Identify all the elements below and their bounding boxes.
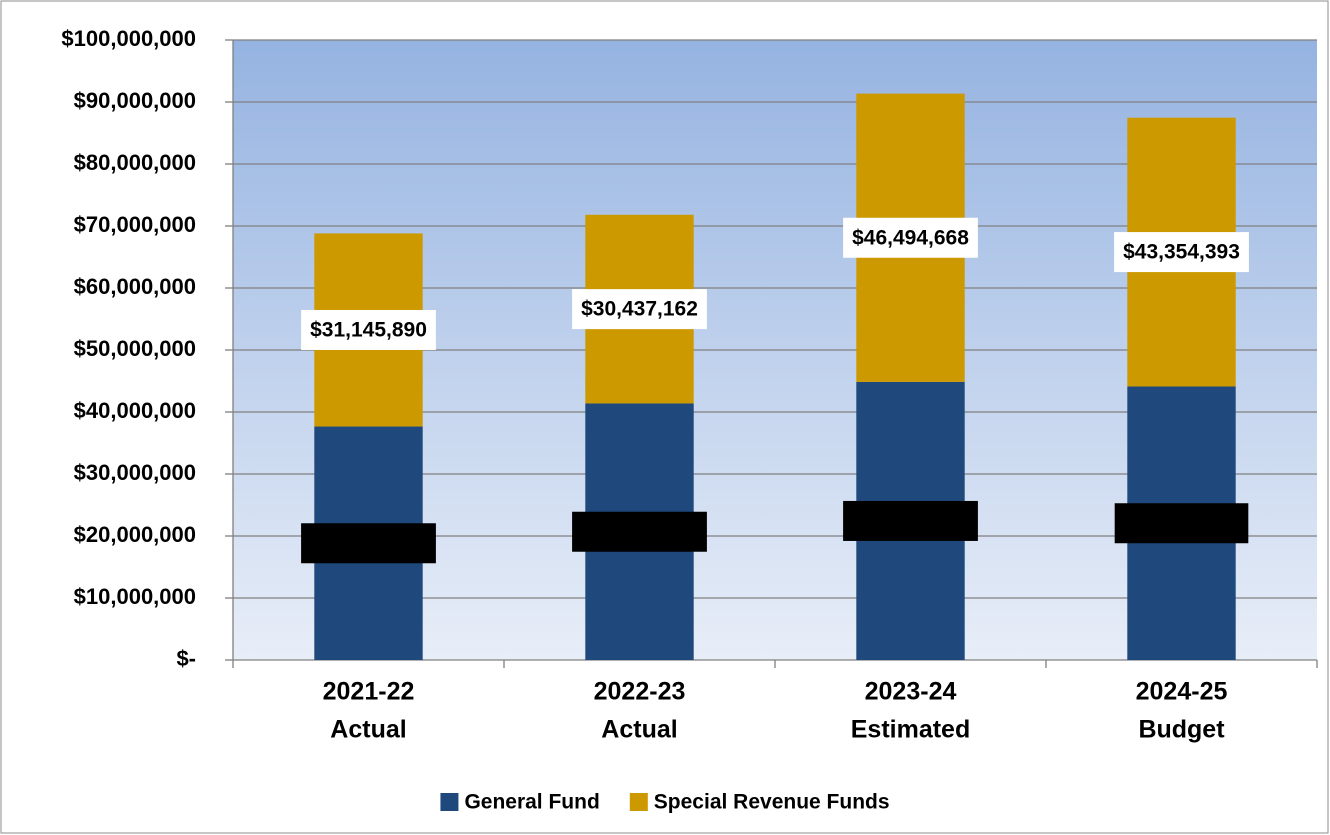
y-tick-label: $10,000,000: [74, 584, 196, 609]
y-tick-label: $50,000,000: [74, 336, 196, 361]
y-tick-label: $20,000,000: [74, 522, 196, 547]
data-label-box: [301, 309, 436, 350]
legend-label: Special Revenue Funds: [654, 791, 890, 814]
y-tick-label: $70,000,000: [74, 212, 196, 237]
y-tick-label: $100,000,000: [61, 26, 196, 51]
y-tick-label: $80,000,000: [74, 150, 196, 175]
x-tick-label: 2022-23: [594, 678, 686, 706]
y-tick-label: $-: [176, 646, 196, 671]
data-label: $31,145,890: [310, 319, 427, 342]
data-label: $30,437,162: [581, 298, 698, 321]
x-tick-label: 2021-22: [323, 678, 415, 706]
data-label: $46,494,668: [852, 226, 969, 249]
y-tick-label: $60,000,000: [74, 274, 196, 299]
data-label: $43,354,393: [1123, 241, 1240, 264]
data-label-box: [1114, 232, 1249, 273]
data-label: $41,374,300: [581, 520, 698, 543]
x-tick-label: Budget: [1138, 716, 1225, 744]
legend-label: General Fund: [464, 791, 599, 814]
x-tick-label: Estimated: [851, 716, 970, 744]
data-label-box: [572, 289, 707, 330]
data-label-box: [843, 217, 978, 258]
data-label-box: [572, 511, 707, 552]
x-tick-label: Actual: [330, 716, 406, 744]
data-label: $37,657,226: [310, 532, 427, 555]
data-label-box: [843, 500, 978, 541]
x-tick-label: 2024-25: [1136, 678, 1228, 706]
data-label-box: [1114, 503, 1249, 544]
x-tick-label: Actual: [601, 716, 677, 744]
x-tick-label: 2023-24: [865, 678, 957, 706]
legend-swatch: [629, 793, 648, 811]
legend-swatch: [440, 793, 459, 811]
y-tick-label: $30,000,000: [74, 460, 196, 485]
y-tick-label: $40,000,000: [74, 398, 196, 423]
y-tick-label: $90,000,000: [74, 88, 196, 113]
data-label: $44,115,338: [1124, 512, 1240, 535]
data-label-box: [301, 523, 436, 564]
data-label: $44,855,281: [852, 509, 969, 532]
